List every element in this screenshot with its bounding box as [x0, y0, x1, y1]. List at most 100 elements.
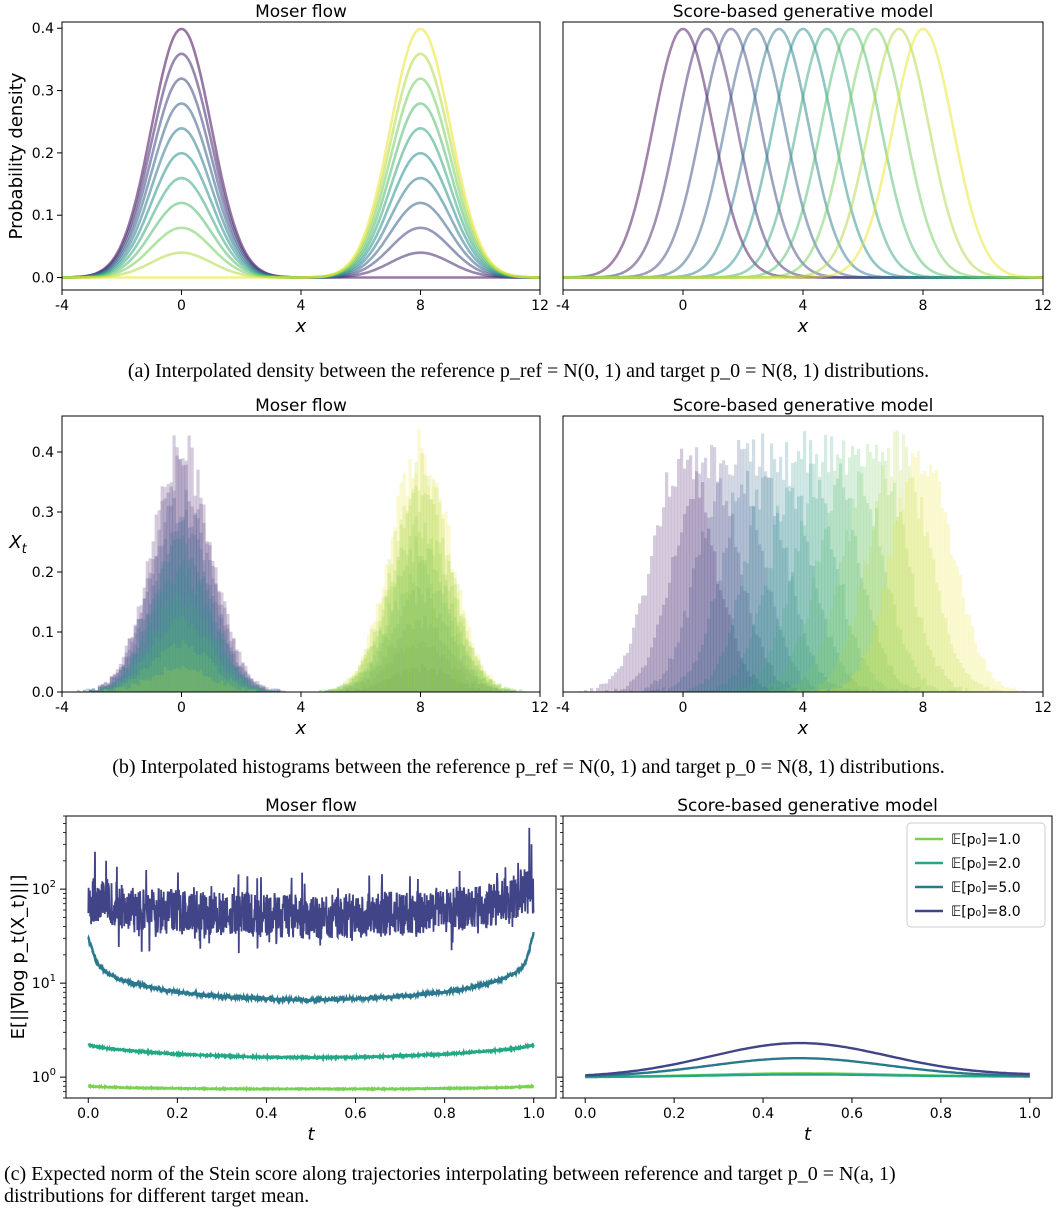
b-right-hist-bar	[848, 625, 852, 692]
b-right-hist-bar	[824, 528, 828, 692]
b-right-hist-bar	[848, 540, 852, 692]
b-right-hist-bar	[794, 548, 798, 692]
b-left-hist-bar	[100, 686, 104, 692]
b-left-hist-bar	[498, 690, 502, 692]
b-left-hist-bar	[411, 492, 415, 692]
b-left-hist-bar	[435, 487, 439, 692]
b-left-hist-bar	[459, 622, 463, 692]
b-right-hist-bar	[767, 662, 771, 692]
b-left-hist-bar	[157, 546, 161, 692]
b-left-hist-bar	[369, 646, 373, 692]
b-left-hist-bar	[357, 673, 361, 692]
b-left-hist-bar	[196, 672, 200, 692]
b-left-hist-bar	[411, 629, 415, 692]
b-left-hist-bar	[199, 584, 203, 692]
b-right-hist-bar	[860, 466, 864, 692]
b-left-hist-bar	[253, 689, 257, 692]
b-right-hist-bar	[776, 505, 780, 692]
b-right-hist-bar	[854, 616, 858, 692]
b-left-hist-bar	[354, 676, 358, 692]
b-right-hist-bar	[776, 689, 780, 692]
b-left-hist-bar	[486, 674, 490, 692]
b-left-hist-bar	[178, 522, 182, 692]
b-right-hist-bar	[707, 517, 711, 692]
b-left-hist-bar	[405, 554, 409, 692]
b-right-hist-bar	[719, 463, 723, 692]
b-right-hist-bar	[800, 690, 804, 692]
b-right-hist-bar	[755, 678, 759, 692]
b-left-hist-bar	[426, 476, 430, 692]
b-right-hist-bar	[683, 514, 687, 692]
b-left-hist-bar	[486, 682, 490, 692]
a-right-density-line	[563, 27, 1043, 279]
b-right-hist-bar	[908, 653, 912, 692]
b-left-hist-bar	[411, 489, 415, 692]
b-right-hist-bar	[803, 623, 807, 692]
b-right-hist-bar	[869, 452, 873, 692]
b-left-hist-bar	[396, 623, 400, 692]
b-right-hist-bar	[755, 530, 759, 692]
b-left-hist-bar	[199, 669, 203, 692]
b-right-hist-bar	[662, 604, 666, 692]
b-left-ytick-label: 0.2	[32, 565, 54, 581]
b-left-hist-bar	[366, 649, 370, 692]
a-left-ytick-label: 0.1	[32, 208, 54, 224]
b-right-hist-bar	[806, 688, 810, 692]
b-left-hist-bar	[103, 682, 107, 692]
b-left-hist-bar	[271, 690, 275, 692]
b-left-hist-bar	[420, 664, 424, 692]
b-left-hist-bar	[456, 583, 460, 692]
b-right-hist-bar	[767, 589, 771, 692]
b-left-hist-bar	[465, 680, 469, 692]
b-left-hist-bar	[492, 685, 496, 692]
b-left-hist-bar	[88, 690, 93, 692]
b-left-hist-bar	[336, 687, 340, 692]
b-left-hist-bar	[175, 617, 179, 692]
b-left-hist-bar	[205, 625, 209, 692]
b-right-hist-bar	[899, 629, 903, 692]
b-right-hist-bar	[965, 688, 969, 692]
b-right-hist-bar	[989, 672, 993, 692]
b-right-hist-bar	[797, 551, 801, 692]
b-right-hist-bar	[695, 557, 699, 692]
b-left-hist-bar	[498, 686, 502, 692]
b-left-hist-bar	[268, 690, 272, 692]
b-right-hist-bar	[812, 686, 816, 692]
b-right-hist-bar	[899, 470, 903, 692]
b-left-hist-bar	[103, 688, 107, 692]
b-left-hist-bar	[339, 689, 343, 692]
a-left-axes: Moser flow-4 0 4 8 12x0.00.10.20.30.4Probabi…	[6, 2, 549, 337]
b-right-hist-bar	[800, 679, 804, 692]
b-right-hist-bar	[677, 545, 681, 692]
b-right-hist-bar	[785, 604, 789, 692]
b-right-hist-bar	[866, 444, 870, 692]
b-left-hist-bar	[271, 690, 275, 692]
b-left-hist-bar	[351, 677, 355, 692]
b-right-hist-bar	[854, 637, 858, 692]
c-left-series-line	[87, 931, 535, 1006]
b-left-hist-bar	[465, 654, 469, 692]
b-left-hist-bar	[208, 599, 212, 692]
b-right-hist-bar	[848, 457, 852, 692]
b-left-hist-bar	[142, 667, 146, 692]
b-left-hist-bar	[477, 654, 481, 692]
b-left-hist-bar	[429, 549, 433, 692]
b-left-hist-bar	[100, 687, 104, 692]
b-right-hist-bar	[914, 492, 918, 692]
b-left-hist-bar	[450, 653, 454, 692]
b-right-hist-bar	[950, 690, 954, 692]
b-left-hist-bar	[172, 531, 176, 692]
b-right-hist-bar	[950, 644, 954, 692]
b-right-hist-bar	[911, 688, 915, 692]
b-left-hist-bar	[187, 538, 191, 692]
b-right-xtick-label: 8	[919, 700, 928, 716]
b-right-hist-bar	[818, 671, 822, 692]
b-right-hist-bar	[908, 566, 912, 692]
b-right-hist-bar	[716, 663, 720, 692]
b-right-hist-bar	[881, 451, 885, 692]
b-left-hist-bar	[465, 638, 469, 692]
b-left-hist-bar	[483, 686, 487, 692]
b-left-hist-bar	[357, 688, 361, 692]
b-left-hist-bar	[462, 673, 466, 692]
b-right-hist-bar	[761, 477, 765, 692]
